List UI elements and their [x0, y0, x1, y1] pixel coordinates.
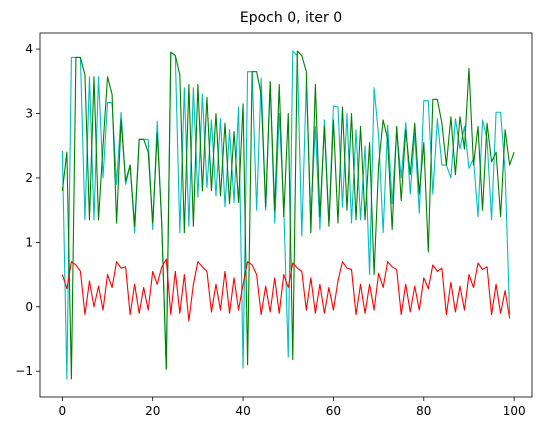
plot-frame [39, 32, 533, 398]
x-tick-label: 0 [59, 404, 67, 418]
x-tick-label: 100 [503, 404, 526, 418]
x-tick-label: 80 [416, 404, 431, 418]
chart-title: Epoch 0, iter 0 [240, 10, 342, 26]
y-tick-label: 1 [25, 235, 33, 249]
y-tick-label: 4 [25, 42, 33, 56]
series-layer [61, 50, 515, 380]
x-tick-label: 20 [145, 404, 160, 418]
y-tick-label: −1 [15, 364, 33, 378]
x-tick-label: 40 [235, 404, 250, 418]
y-tick-label: 2 [25, 171, 33, 185]
y-axis: −1 0 1 2 3 4 [15, 42, 40, 378]
x-tick-label: 60 [326, 404, 341, 418]
series-line-3 [61, 258, 511, 322]
x-axis: 0 20 40 60 80 100 [59, 397, 526, 418]
y-tick-label: 0 [25, 300, 33, 314]
y-tick-label: 3 [25, 107, 33, 121]
series-line-2 [61, 50, 515, 380]
